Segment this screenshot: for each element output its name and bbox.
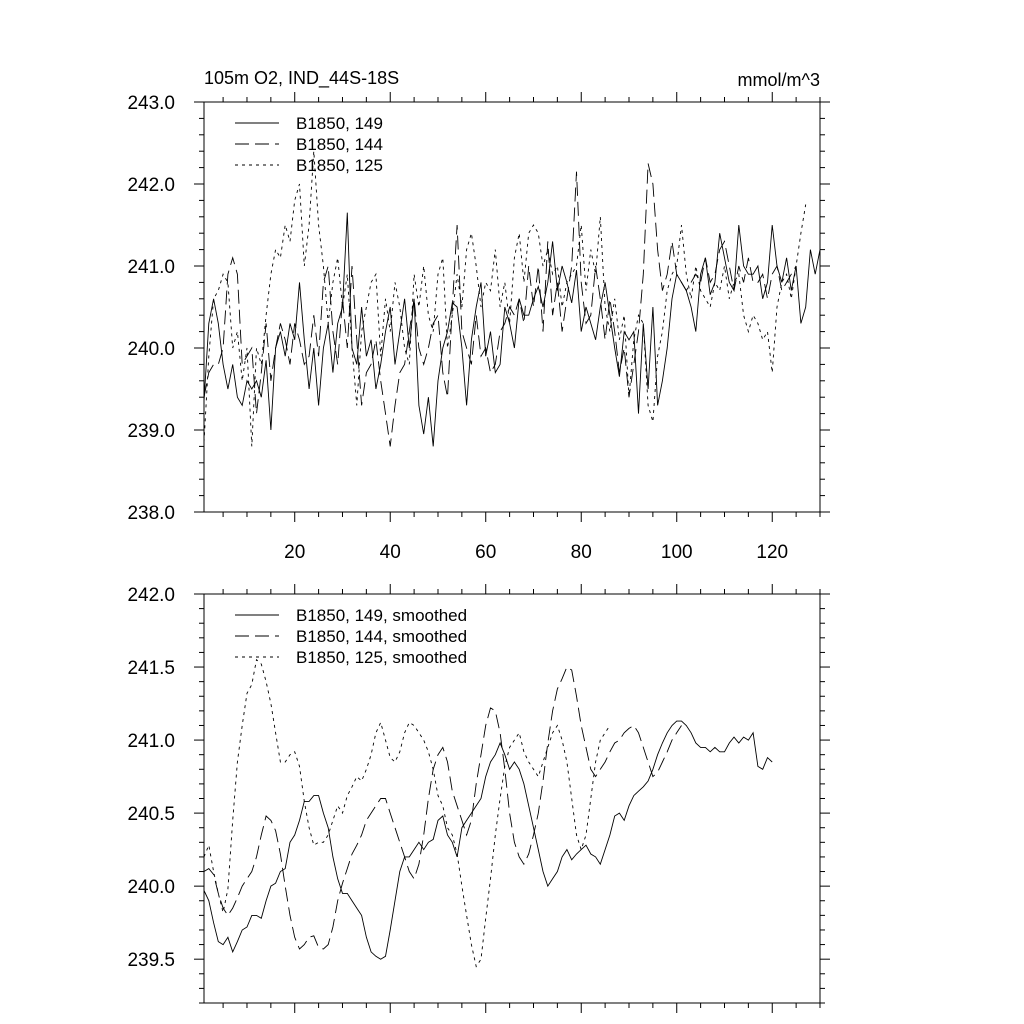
y-tick-label: 240.0 (127, 339, 175, 360)
top-panel: 105m O2, IND_44S-18S mmol/m^3 238.0 239.0… (127, 68, 830, 563)
series-line-3 (203, 151, 807, 447)
y-tick-label: 243.0 (127, 93, 175, 114)
legend-label-3: B1850, 125 (296, 156, 383, 175)
y-tick-label: 239.5 (127, 950, 175, 971)
series-line-1 (203, 212, 821, 447)
series-line-2 (203, 163, 797, 447)
bottom-panel: 239.5 240.0 240.5 241.0 241.5 242.0 B1850, 149… (127, 584, 830, 1013)
legend-label-3: B1850, 125, smoothed (296, 648, 467, 667)
y-tick-label: 241.0 (127, 731, 175, 752)
series-line-1 (203, 720, 773, 960)
plot-frame (203, 101, 821, 513)
x-tick-label: 100 (661, 542, 693, 563)
top-panel-units: mmol/m^3 (738, 70, 820, 90)
legend-label-1: B1850, 149, smoothed (296, 606, 467, 625)
legend-label-2: B1850, 144 (296, 135, 383, 154)
y-tick-label: 242.0 (127, 175, 175, 196)
x-tick-label: 40 (380, 542, 401, 563)
x-tick-label: 20 (284, 542, 305, 563)
x-tick-label: 60 (475, 542, 496, 563)
x-tick-label: 80 (571, 542, 592, 563)
y-tick-label: 238.0 (127, 503, 175, 524)
x-tick-label: 120 (756, 542, 788, 563)
y-tick-label: 240.5 (127, 804, 175, 825)
y-tick-label: 241.5 (127, 658, 175, 679)
legend-label-1: B1850, 149 (296, 114, 383, 133)
y-tick-label: 242.0 (127, 585, 175, 606)
series-line-2 (203, 666, 682, 950)
legend-label-2: B1850, 144, smoothed (296, 627, 467, 646)
y-tick-label: 240.0 (127, 877, 175, 898)
series-line-3 (203, 658, 611, 968)
y-tick-label: 241.0 (127, 257, 175, 278)
y-tick-label: 239.0 (127, 421, 175, 442)
top-panel-title: 105m O2, IND_44S-18S (204, 68, 399, 89)
